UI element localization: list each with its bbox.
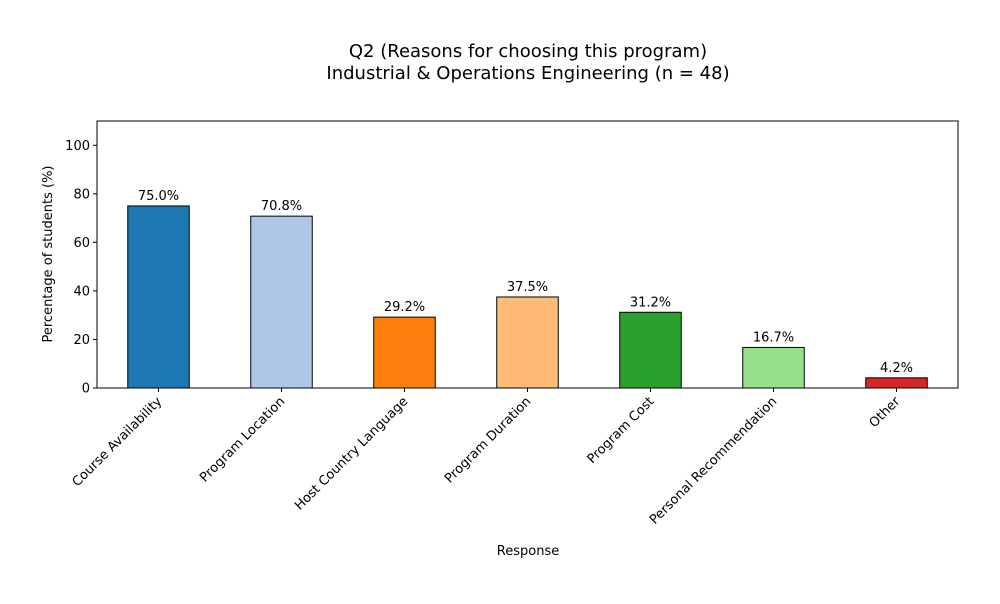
- bar-value-label: 4.2%: [880, 361, 913, 376]
- y-tick-label: 60: [73, 236, 90, 251]
- bar-value-label: 31.2%: [630, 295, 671, 310]
- chart-title-line-1: Q2 (Reasons for choosing this program): [349, 41, 707, 62]
- x-tick-label: Course Availability: [70, 394, 166, 490]
- bar: [742, 346, 805, 389]
- bar: [250, 215, 313, 389]
- x-axis-label: Response: [497, 544, 559, 559]
- x-tick-label: Host Country Language: [292, 394, 411, 513]
- y-tick-label: 40: [73, 284, 90, 299]
- x-tick-label: Other: [867, 394, 904, 431]
- x-tick-label: Personal Recommendation: [647, 394, 780, 527]
- bar-value-label: 70.8%: [261, 199, 302, 214]
- bar: [619, 311, 682, 389]
- bar-value-label: 29.2%: [384, 300, 425, 315]
- x-tick-label: Program Location: [197, 394, 288, 485]
- bar-value-label: 75.0%: [138, 189, 179, 204]
- y-axis-label: Percentage of students (%): [41, 165, 56, 342]
- x-tick-label: Program Duration: [442, 394, 534, 486]
- x-tick-label: Program Cost: [585, 394, 658, 467]
- chart-title: Q2 (Reasons for choosing this program) I…: [326, 41, 729, 84]
- bar: [127, 205, 190, 389]
- chart-title-line-2: Industrial & Operations Engineering (n =…: [326, 63, 729, 84]
- bar: [373, 316, 436, 389]
- bar: [865, 377, 928, 389]
- bar-value-label: 37.5%: [507, 280, 548, 295]
- y-tick-label: 0: [82, 382, 90, 397]
- axes-frame: [96, 120, 959, 389]
- y-tick-label: 100: [65, 139, 90, 154]
- bar-value-label: 16.7%: [753, 330, 794, 345]
- y-tick-label: 20: [73, 333, 90, 348]
- y-tick-label: 80: [73, 187, 90, 202]
- bar: [496, 296, 559, 389]
- plot-area: 0 20 40 60 80 100 75.0% Course Availability 70.8…: [65, 120, 959, 528]
